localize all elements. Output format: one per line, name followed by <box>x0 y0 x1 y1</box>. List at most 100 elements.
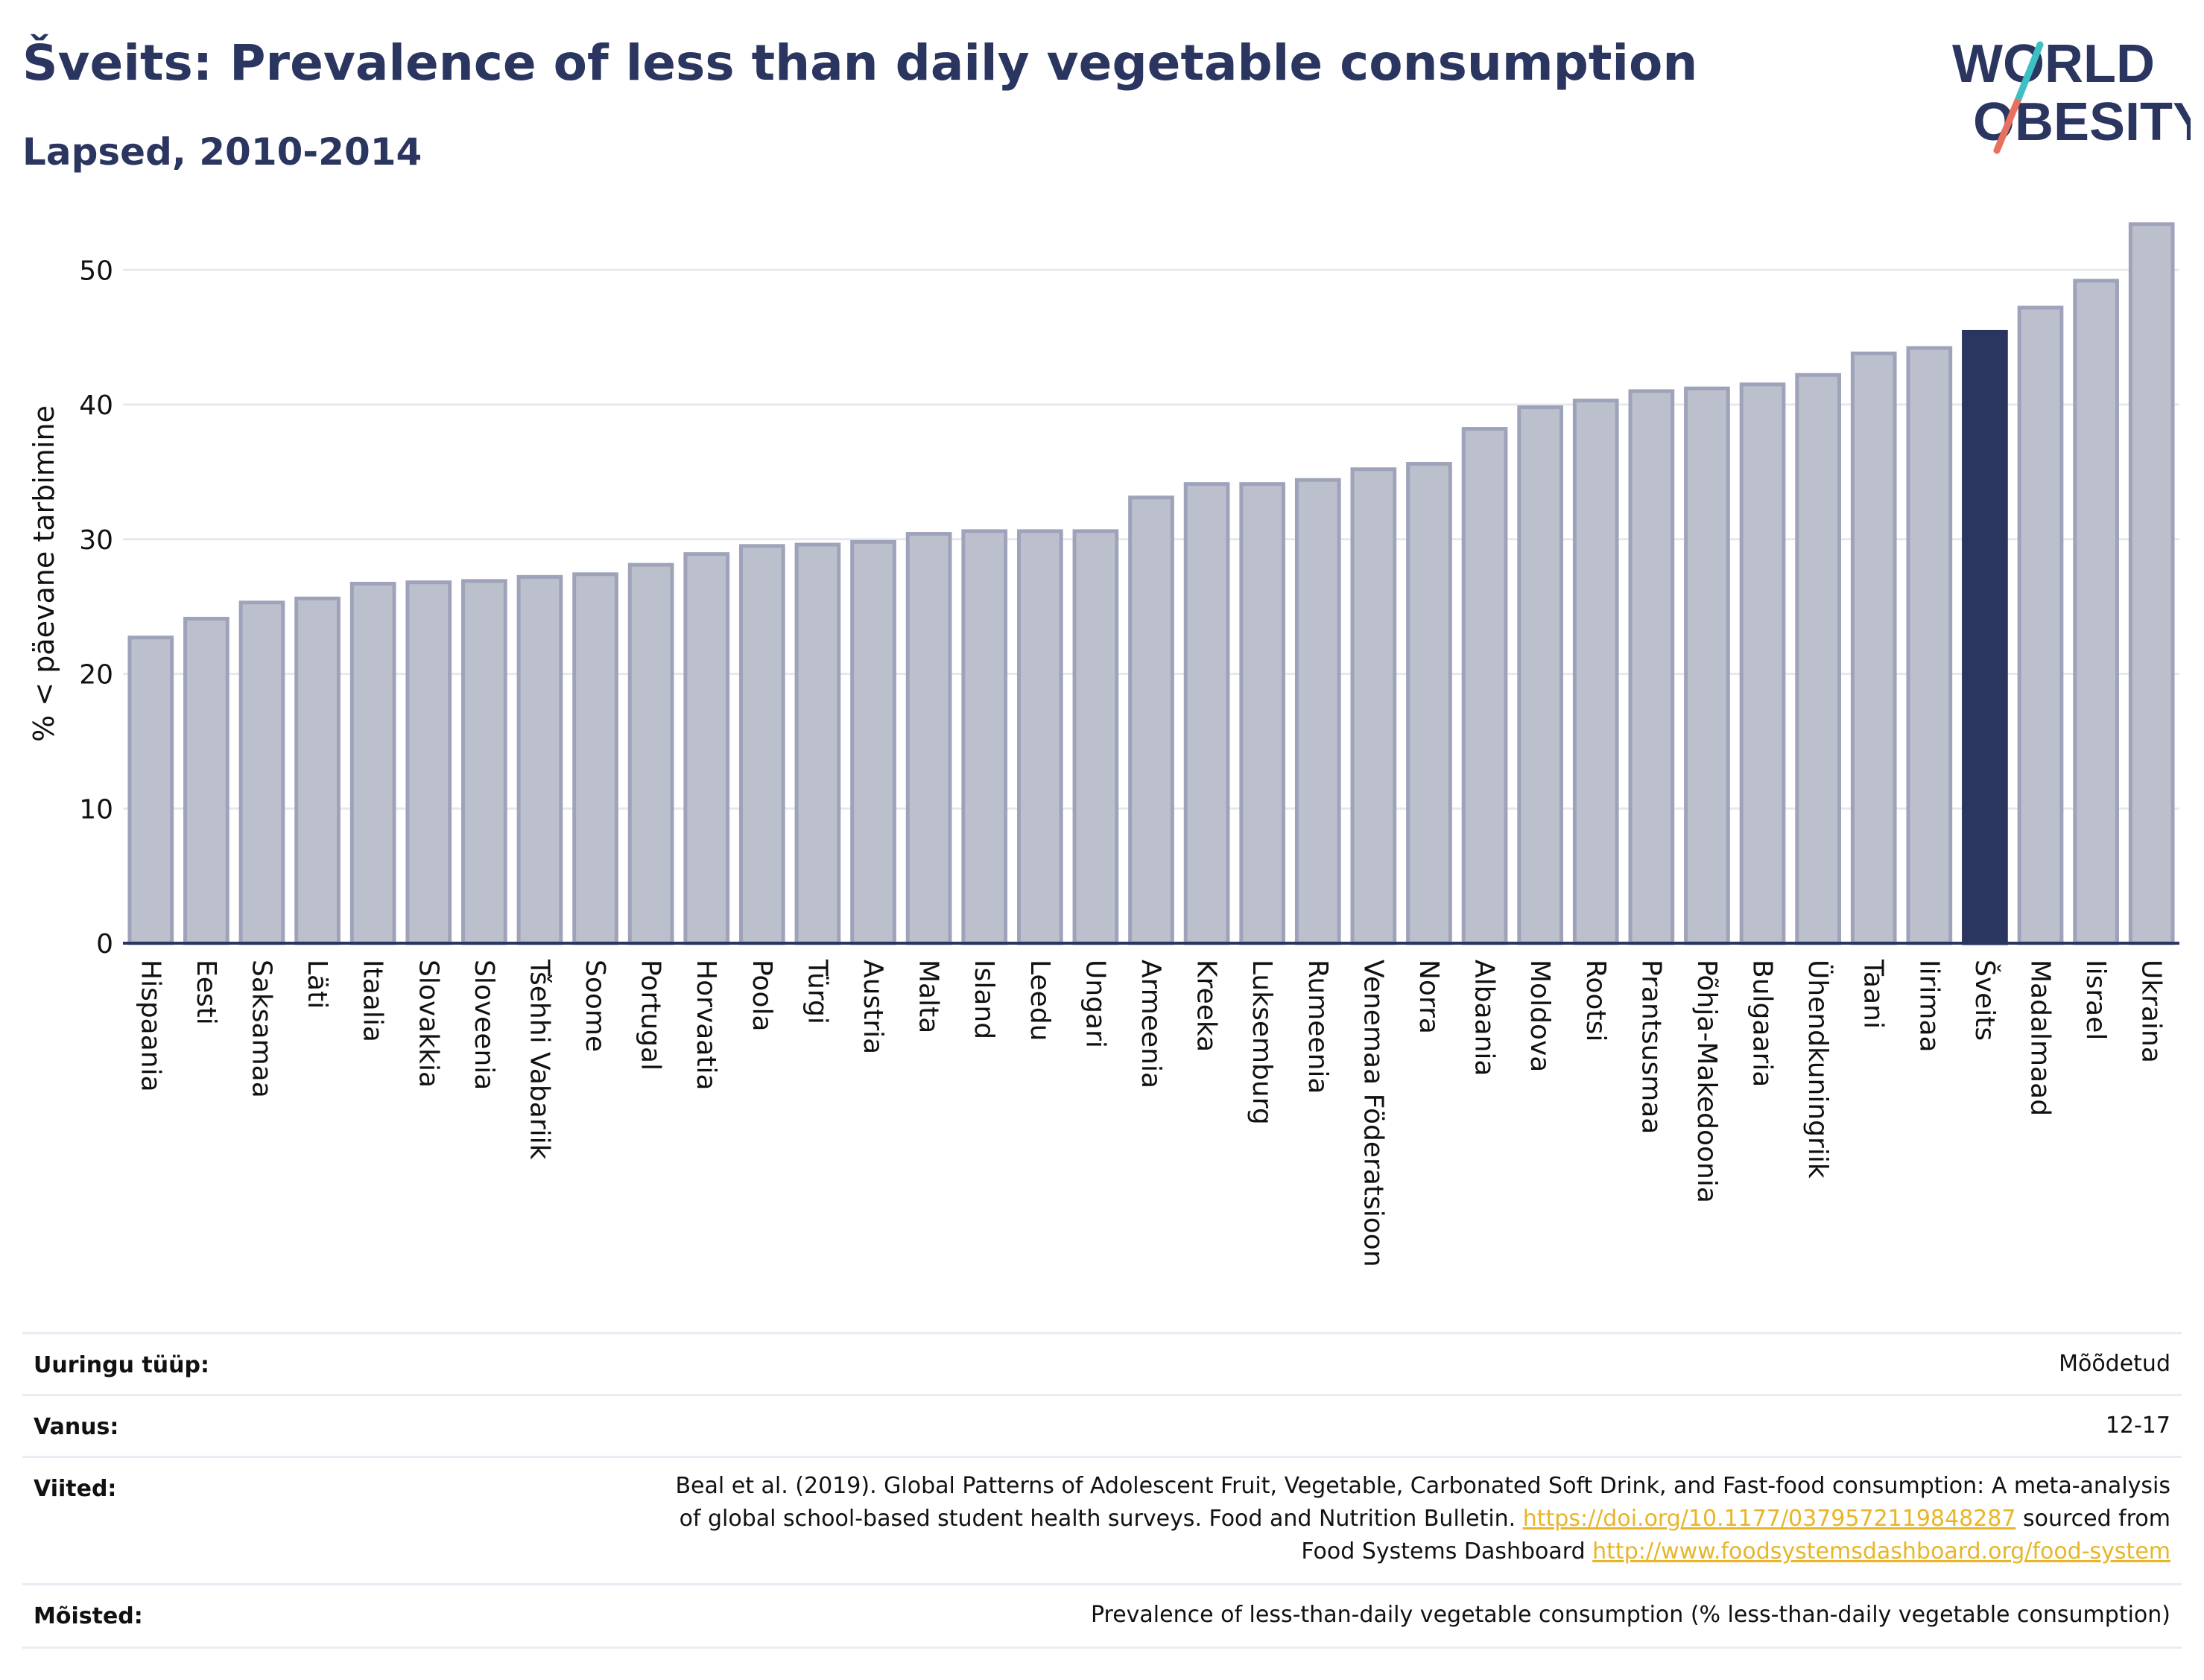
y-tick-label: 50 <box>79 256 113 286</box>
x-tick-label: Moldova <box>1524 960 1555 1072</box>
bar-Itaalia <box>349 581 396 945</box>
y-axis-label: % < päevane tarbimine <box>28 405 60 742</box>
x-tick-label: Läti <box>302 960 332 1009</box>
x-tick-label: Saksamaa <box>246 960 276 1098</box>
bar-Luksemburg <box>1239 482 1286 945</box>
bar-Prantsusmaa <box>1628 389 1675 945</box>
chart-title: Šveits: Prevalence of less than daily ve… <box>22 34 1698 92</box>
bar-Põhja-Makedoonia <box>1684 386 1730 945</box>
x-tick-label: Horvaatia <box>691 960 721 1091</box>
y-tick-label: 30 <box>79 525 113 556</box>
x-axis-labels: Hispaania Eesti Saksamaa Läti Itaalia Slovakk… <box>135 959 2166 1267</box>
x-tick-label: Soome <box>580 960 610 1052</box>
bar-Portugal <box>627 562 674 945</box>
x-tick-label: Tšehhi Vabariik <box>524 959 554 1160</box>
y-tick-label: 0 <box>96 929 113 960</box>
x-tick-label: Hispaania <box>135 960 165 1092</box>
doi-link[interactable]: https://doi.org/10.1177/0379572119848287 <box>1522 1506 2016 1532</box>
bar-Leedu <box>1016 529 1063 945</box>
x-tick-label: Rumeenia <box>1302 960 1333 1094</box>
bars <box>123 222 2179 945</box>
bar-Soome <box>572 572 618 945</box>
x-tick-label: Ühendkuningriik <box>1802 960 1834 1179</box>
bar-Madalmaad <box>2017 305 2064 945</box>
x-tick-label: Ukraina <box>2136 960 2167 1063</box>
x-tick-label: Portugal <box>636 960 666 1071</box>
survey-label: Uuringu tüüp: <box>34 1352 209 1378</box>
definitions-label: Mõisted: <box>34 1603 143 1629</box>
meta-row-references: Viited: Beal et al. (2019). Global Patte… <box>22 1456 2182 1583</box>
y-tick-label: 10 <box>79 794 113 825</box>
bar-Armeenia <box>1128 495 1174 945</box>
x-tick-label: Taani <box>1858 959 1889 1029</box>
bar-Norra <box>1406 462 1452 945</box>
bar-Tšehhi Vabariik <box>516 574 563 945</box>
bar-Hispaania <box>127 635 174 945</box>
x-tick-label: Põhja-Makedoonia <box>1691 960 1722 1203</box>
age-value: 12-17 <box>2105 1413 2170 1439</box>
bar-chart: 0 10 20 30 40 50 Hispaania Eesti Saksamaa Läti It… <box>28 222 2179 1267</box>
x-tick-label: Eesti <box>191 960 221 1025</box>
bar-Bulgaaria <box>1739 382 1786 945</box>
references-line2: of global school-based student health su… <box>675 1503 2170 1535</box>
dashboard-link[interactable]: http://www.foodsystemsdashboard.org/food… <box>1592 1538 2170 1565</box>
x-tick-label: Luksemburg <box>1247 960 1277 1125</box>
bar-Rootsi <box>1572 399 1619 945</box>
x-tick-label: Bulgaaria <box>1747 960 1778 1087</box>
bar-Ungari <box>1072 529 1119 945</box>
bar-Horvaatia <box>683 552 730 945</box>
meta-row-definitions: Mõisted: Prevalence of less-than-daily v… <box>22 1583 2182 1649</box>
definitions-value: Prevalence of less-than-daily vegetable … <box>1090 1602 2170 1628</box>
bar-Läti <box>294 596 341 945</box>
references-value: Beal et al. (2019). Global Patterns of A… <box>675 1470 2170 1568</box>
bar-Austria <box>850 539 896 945</box>
bar-Sloveenia <box>461 579 507 945</box>
references-label: Viited: <box>34 1476 117 1502</box>
bar-Ühendkuningriik <box>1795 373 1841 945</box>
x-tick-label: Austria <box>858 960 888 1054</box>
references-line2-tail: sourced from <box>2015 1506 2170 1532</box>
x-tick-label: Kreeka <box>1191 960 1222 1052</box>
y-tick-label: 20 <box>79 660 113 691</box>
bar-Island <box>961 529 1008 945</box>
x-tick-label: Norra <box>1413 960 1444 1034</box>
survey-value: Mõõdetud <box>2059 1351 2170 1377</box>
x-tick-label: Leedu <box>1025 960 1055 1041</box>
x-tick-label: Itaalia <box>358 960 388 1042</box>
references-line1: Beal et al. (2019). Global Patterns of A… <box>675 1473 2170 1499</box>
x-tick-label: Šveits <box>1969 960 2001 1041</box>
x-tick-label: Albaania <box>1469 960 1500 1076</box>
bar-Kreeka <box>1183 482 1230 945</box>
bar-Ukraina <box>2128 222 2175 945</box>
references-line3: Food Systems Dashboard http://www.foodsy… <box>675 1535 2170 1568</box>
bar-Iisrael <box>2073 279 2119 945</box>
age-label: Vanus: <box>34 1414 119 1440</box>
meta-row-survey: Uuringu tüüp: Mõõdetud <box>22 1332 2182 1394</box>
x-tick-label: Iirimaa <box>1913 960 1944 1053</box>
x-tick-label: Iisrael <box>2080 960 2111 1040</box>
bar-Moldova <box>1517 405 1564 945</box>
x-tick-label: Türgi <box>802 959 832 1024</box>
x-tick-label: Armeenia <box>1136 960 1166 1088</box>
chart-subtitle: Lapsed, 2010-2014 <box>22 130 422 174</box>
x-tick-label: Madalmaad <box>2025 960 2056 1116</box>
bar-Poola <box>738 544 785 945</box>
x-tick-label: Ungari <box>1080 960 1110 1048</box>
bar-Albaania <box>1461 427 1508 945</box>
bar-Šveits <box>1962 329 2008 945</box>
metadata-table: Uuringu tüüp: Mõõdetud Vanus: 12-17 Viit… <box>22 1332 2182 1649</box>
world-obesity-logo: WORLD OBESITY <box>1952 34 2191 154</box>
meta-row-age: Vanus: 12-17 <box>22 1394 2182 1456</box>
references-line3-text: Food Systems Dashboard <box>1301 1538 1593 1565</box>
x-tick-label: Venemaa Föderatsioon <box>1358 960 1388 1267</box>
bar-Malta <box>905 532 952 945</box>
y-axis-ticks: 0 10 20 30 40 50 <box>79 256 113 960</box>
bar-Türgi <box>794 542 841 945</box>
bar-Rumeenia <box>1294 478 1341 945</box>
bar-Saksamaa <box>238 600 285 945</box>
bar-Taani <box>1850 351 1897 945</box>
x-tick-label: Island <box>969 960 999 1039</box>
bar-Venemaa Föderatsioon <box>1350 467 1397 945</box>
y-tick-label: 40 <box>79 390 113 421</box>
bar-Eesti <box>183 616 229 945</box>
